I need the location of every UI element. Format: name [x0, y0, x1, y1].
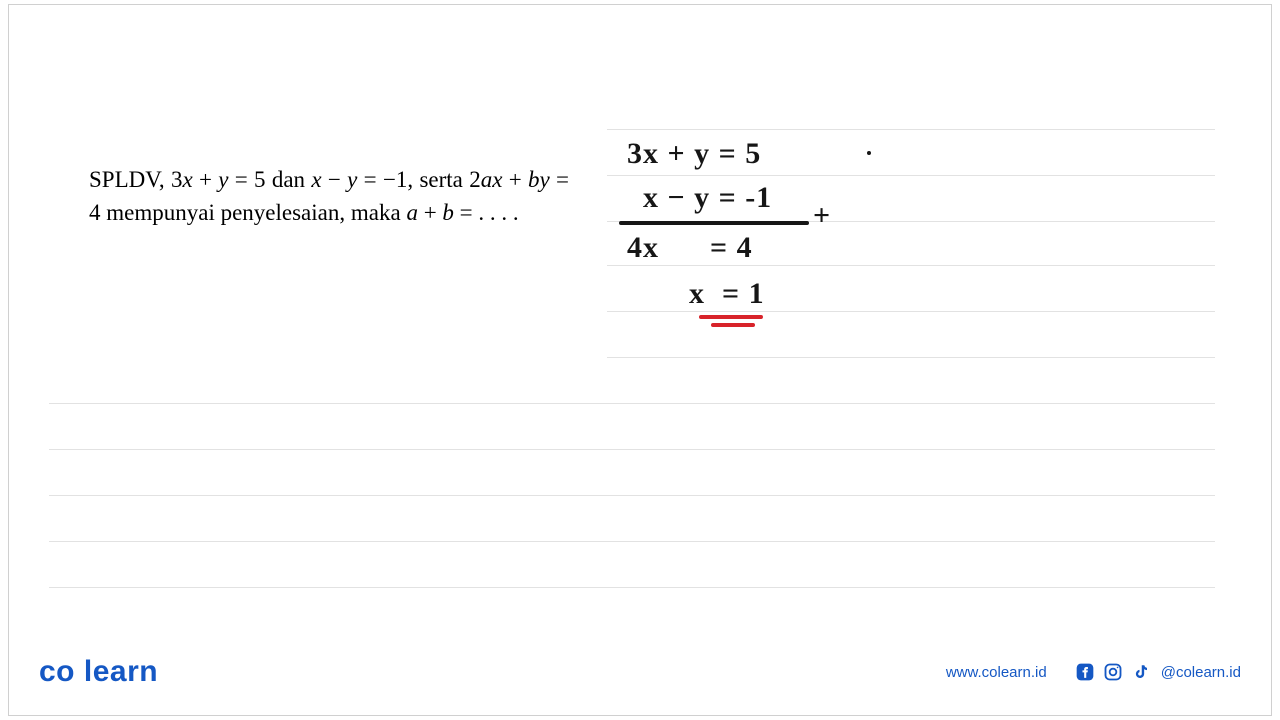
hw-red-underline1 [699, 315, 763, 319]
hw-eq3: 4x = 4 [627, 231, 753, 265]
q-var: by [528, 167, 550, 192]
footer-right: www.colearn.id @colearn.id [946, 662, 1241, 682]
page-frame: SPLDV, 3x + y = 5 dan x − y = −1, serta … [8, 4, 1272, 716]
q-text: + [418, 200, 442, 225]
q-text: maka [351, 200, 407, 225]
logo-learn: learn [84, 655, 158, 688]
q-text: + [502, 167, 528, 192]
q-var: a [406, 200, 418, 225]
hw-sum-line [619, 221, 809, 225]
q-text: + [193, 167, 219, 192]
ruled-line [49, 495, 1215, 496]
hw-dot [867, 151, 871, 155]
q-text: = −1, serta [357, 167, 463, 192]
q-var: ax [481, 167, 503, 192]
hw-red-underline2 [711, 323, 755, 327]
q-var: x [182, 167, 192, 192]
q-text: SPLDV, 3 [89, 167, 182, 192]
q-var: y [218, 167, 228, 192]
tiktok-icon[interactable] [1131, 662, 1151, 682]
q-var: y [347, 167, 357, 192]
instagram-icon[interactable] [1103, 662, 1123, 682]
q-text: = . . . . [454, 200, 519, 225]
q-text: − [322, 167, 348, 192]
ruled-line [49, 587, 1215, 588]
social-links: @colearn.id [1075, 662, 1241, 682]
ruled-line [607, 311, 1215, 312]
hw-eq4: x = 1 [689, 277, 765, 311]
hw-plus: + [813, 199, 830, 233]
ruled-line [49, 449, 1215, 450]
footer: co.learn www.colearn.id @colearn.id [39, 655, 1241, 689]
website-link[interactable]: www.colearn.id [946, 664, 1047, 681]
facebook-icon[interactable] [1075, 662, 1095, 682]
ruled-line [607, 175, 1215, 176]
ruled-line [607, 357, 1215, 358]
social-handle[interactable]: @colearn.id [1161, 664, 1241, 681]
q-text: = 5 dan [228, 167, 311, 192]
q-var: b [442, 200, 454, 225]
q-var: x [311, 167, 321, 192]
ruled-line [607, 265, 1215, 266]
hw-eq2: x − y = -1 [643, 181, 772, 215]
logo-co: co [39, 655, 75, 688]
ruled-line [49, 541, 1215, 542]
brand-logo: co.learn [39, 655, 158, 689]
ruled-line [49, 403, 1215, 404]
ruled-line [607, 129, 1215, 130]
question-text: SPLDV, 3x + y = 5 dan x − y = −1, serta … [89, 163, 569, 230]
hw-eq1: 3x + y = 5 [627, 137, 761, 171]
q-text: 2 [469, 167, 481, 192]
